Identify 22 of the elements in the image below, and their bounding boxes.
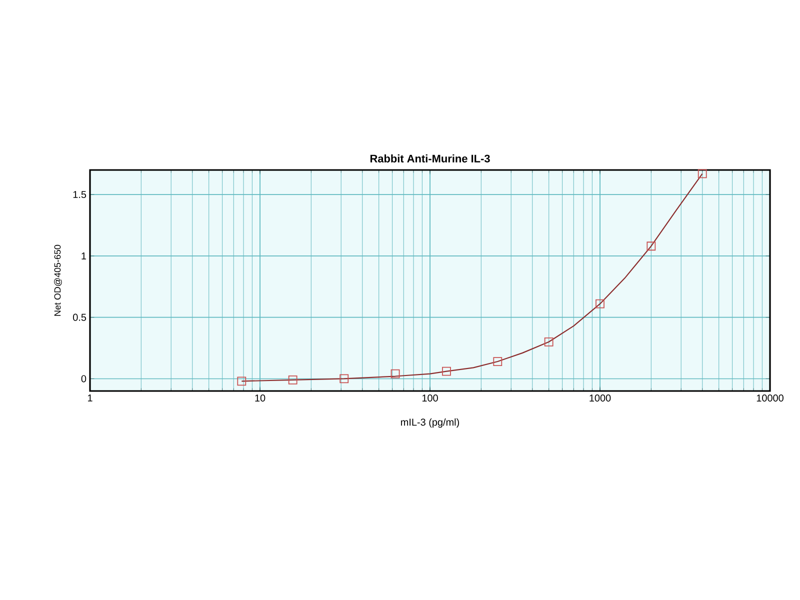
point [340, 374, 349, 384]
x-tick-label: 1000 [590, 394, 611, 402]
point [237, 376, 246, 386]
y-axis-title: Net OD@405-650 [54, 244, 62, 316]
point [596, 299, 604, 308]
y-tick-label: 1.5 [73, 191, 86, 198]
y-tick-label: 0.5 [73, 314, 86, 321]
point [493, 357, 502, 366]
y-tick-label: 1 [82, 252, 86, 260]
y-tick-label: 0 [81, 375, 86, 382]
point [288, 376, 298, 384]
x-tick-label: 1 [88, 394, 92, 402]
point [544, 337, 554, 346]
x-tick-label: 100 [422, 394, 438, 402]
point [646, 242, 656, 251]
x-tick-label: 10000 [756, 394, 784, 402]
chart-title: Rabbit Anti-Murine IL-3 [370, 154, 490, 162]
point [442, 366, 451, 376]
x-axis-title: mIL-3 (pg/ml) [401, 418, 459, 428]
x-tick-label: 10 [255, 394, 266, 402]
point [698, 169, 707, 178]
point [390, 369, 400, 378]
